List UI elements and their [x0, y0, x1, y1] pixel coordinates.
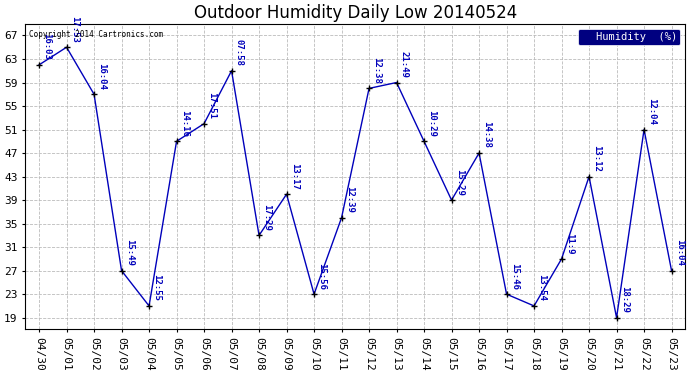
Text: 16:04: 16:04: [675, 239, 684, 266]
Text: 14:38: 14:38: [482, 122, 491, 148]
Text: 11:9: 11:9: [565, 233, 574, 254]
Text: 17:51: 17:51: [208, 92, 217, 119]
Text: 18:29: 18:29: [620, 286, 629, 313]
Text: 14:16: 14:16: [180, 110, 189, 136]
Text: 07:58: 07:58: [235, 39, 244, 66]
Text: 10:29: 10:29: [427, 110, 436, 136]
Text: Copyright 2014 Cartronics.com: Copyright 2014 Cartronics.com: [28, 30, 163, 39]
Text: 13:17: 13:17: [290, 163, 299, 189]
Text: 12:38: 12:38: [373, 57, 382, 84]
Text: 12:39: 12:39: [345, 186, 354, 213]
Title: Outdoor Humidity Daily Low 20140524: Outdoor Humidity Daily Low 20140524: [194, 4, 517, 22]
Legend: Humidity  (%): Humidity (%): [578, 29, 680, 45]
Text: 15:49: 15:49: [125, 239, 134, 266]
Text: 15:46: 15:46: [510, 262, 519, 290]
Text: 16:04: 16:04: [97, 63, 106, 90]
Text: 13:12: 13:12: [592, 145, 602, 172]
Text: 21:49: 21:49: [400, 51, 409, 78]
Text: 17:29: 17:29: [262, 204, 271, 231]
Text: 13:54: 13:54: [538, 274, 546, 301]
Text: 12:04: 12:04: [647, 98, 656, 125]
Text: 17:53: 17:53: [70, 16, 79, 42]
Text: 12:55: 12:55: [152, 274, 161, 301]
Text: 16:03: 16:03: [42, 33, 51, 60]
Text: 15:29: 15:29: [455, 168, 464, 195]
Text: 15:56: 15:56: [317, 262, 326, 290]
